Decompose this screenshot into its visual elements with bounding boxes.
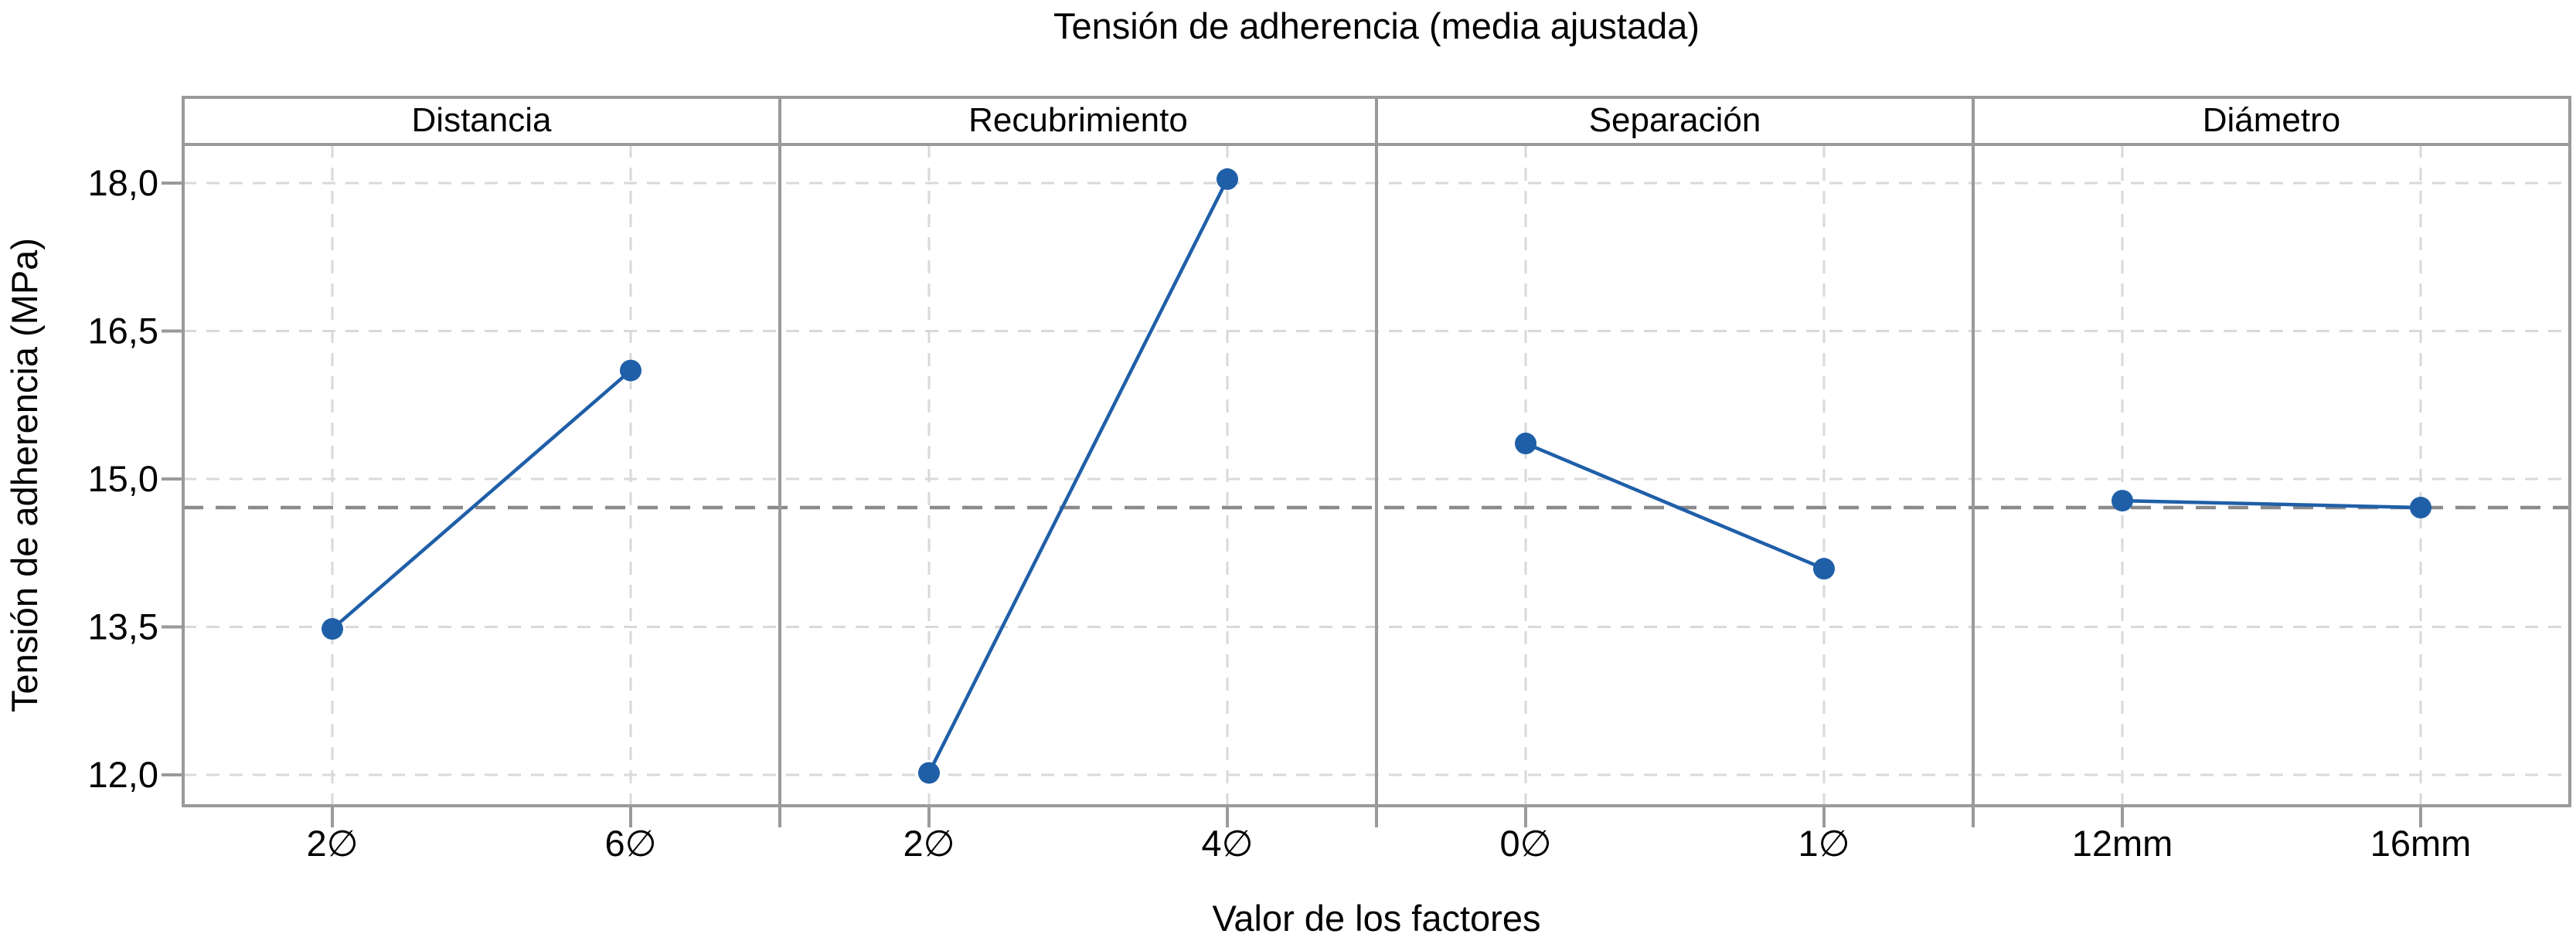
x-tick-label: 1∅: [1798, 823, 1849, 864]
data-point-marker: [1217, 168, 1238, 190]
frame-layer: [162, 143, 2571, 827]
series-line: [1525, 441, 1825, 571]
series-line: [331, 369, 632, 630]
panel-header-label: Distancia: [412, 101, 552, 139]
x-tick-label: 0∅: [1499, 823, 1551, 864]
panel-header-label: Separación: [1589, 101, 1761, 139]
x-tick-label: 12mm: [2072, 823, 2173, 864]
panel-header-label: Recubrimiento: [968, 101, 1188, 139]
x-tick-label: 4∅: [1201, 823, 1253, 864]
y-tick-label: 16,5: [88, 311, 158, 352]
y-tick-label: 18,0: [88, 162, 158, 203]
x-tick-label: 16mm: [2370, 823, 2472, 864]
data-point-marker: [2112, 490, 2133, 512]
y-tick-label: 13,5: [88, 606, 158, 647]
data-point-marker: [1515, 433, 1536, 455]
plot-area-border: [182, 143, 2571, 807]
data-point-marker: [2410, 497, 2431, 519]
panel-header: [182, 96, 781, 146]
tick-label-layer: 18,0 16,5 15,0 13,5 12,0 2∅ 6∅ 2∅ 4∅ 0∅ 1∅ 12mm 16mm: [88, 162, 2472, 864]
x-tick-label: 2∅: [306, 823, 358, 864]
data-point-marker: [918, 762, 940, 784]
data-point-marker: [620, 359, 641, 382]
y-tick-label: 15,0: [88, 458, 158, 499]
chart-title: Tensión de adherencia (media ajustada): [1053, 5, 1700, 46]
x-tick-label: 6∅: [604, 823, 656, 864]
series-line: [2122, 498, 2421, 510]
y-tick-label: 12,0: [88, 754, 158, 795]
data-point-marker: [322, 618, 343, 640]
panel-header-layer: Distancia Recubrimiento Separación Diámetro: [182, 96, 2571, 146]
x-tick-label: 2∅: [903, 823, 955, 864]
x-axis-title: Valor de los factores: [1213, 898, 1541, 939]
series-line: [927, 178, 1230, 774]
data-point-marker: [1813, 558, 1835, 580]
panel-header: [1972, 96, 2571, 146]
panel-header-label: Diámetro: [2203, 101, 2341, 139]
y-axis-label: Tensión de adherencia (MPa): [4, 238, 45, 712]
series-layer: [322, 168, 2431, 784]
